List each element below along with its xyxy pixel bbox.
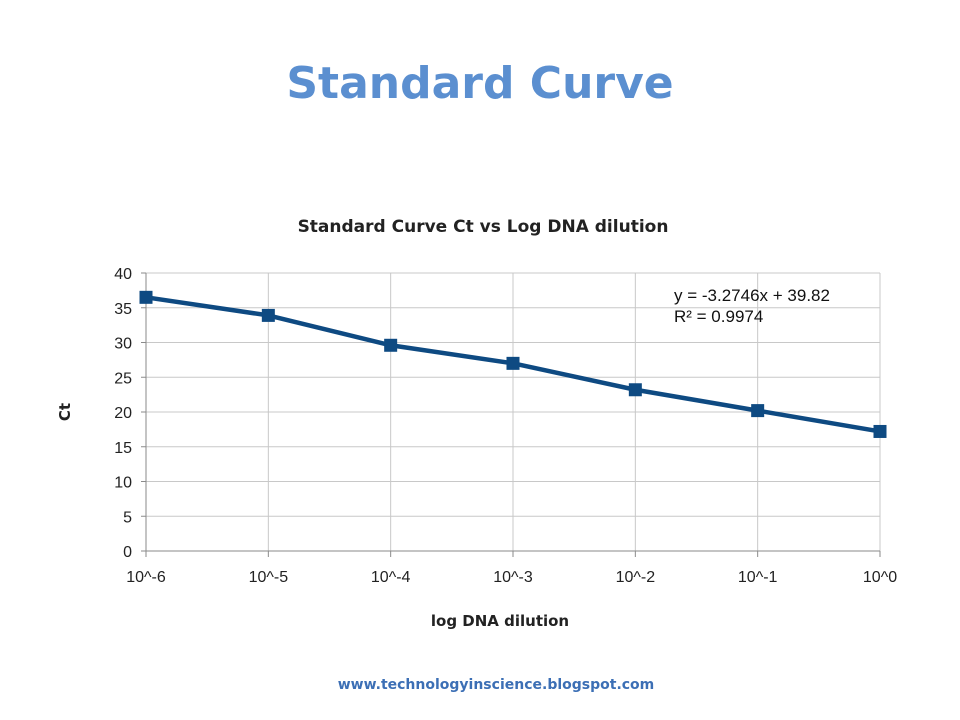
y-axis-title: Ct — [56, 403, 74, 421]
y-tick-label: 40 — [114, 266, 132, 283]
data-point — [751, 404, 765, 418]
y-tick-label: 0 — [123, 544, 132, 561]
x-tick-label: 10^-3 — [493, 569, 533, 586]
y-tick-label: 35 — [114, 301, 132, 318]
data-point — [628, 383, 642, 397]
x-axis-title: log DNA dilution — [431, 612, 569, 630]
y-tick-label: 20 — [114, 405, 132, 422]
data-point — [384, 338, 398, 352]
x-tick-label: 10^-2 — [616, 569, 656, 586]
x-tick-label: 10^-5 — [249, 569, 289, 586]
series — [139, 290, 887, 438]
x-tick-label: 10^-1 — [738, 569, 778, 586]
y-tick-labels: 0 5 10 15 20 25 30 35 40 — [114, 266, 132, 561]
x-tick-label: 10^-6 — [126, 569, 166, 586]
y-tick-label: 5 — [123, 509, 132, 526]
data-point — [261, 308, 275, 322]
data-point — [873, 424, 887, 438]
data-point — [139, 290, 153, 304]
y-tick-label: 15 — [114, 440, 132, 457]
axes — [141, 272, 881, 557]
data-point — [506, 356, 520, 370]
y-tick-label: 10 — [114, 475, 132, 492]
slide-title: Standard Curve — [286, 58, 674, 109]
y-tick-label: 30 — [114, 336, 132, 353]
y-tick-label: 25 — [114, 370, 132, 387]
x-tick-label: 10^0 — [863, 569, 897, 586]
footer-url: www.technologyinscience.blogspot.com — [337, 677, 655, 693]
trendline-equation: y = -3.2746x + 39.82 — [674, 286, 830, 305]
x-tick-label: 10^-4 — [371, 569, 411, 586]
x-tick-labels: 10^-6 10^-5 10^-4 10^-3 10^-2 10^-1 10^0 — [126, 569, 897, 586]
trendline-r-squared: R² = 0.9974 — [674, 307, 763, 326]
chart-title: Standard Curve Ct vs Log DNA dilution — [298, 217, 669, 237]
